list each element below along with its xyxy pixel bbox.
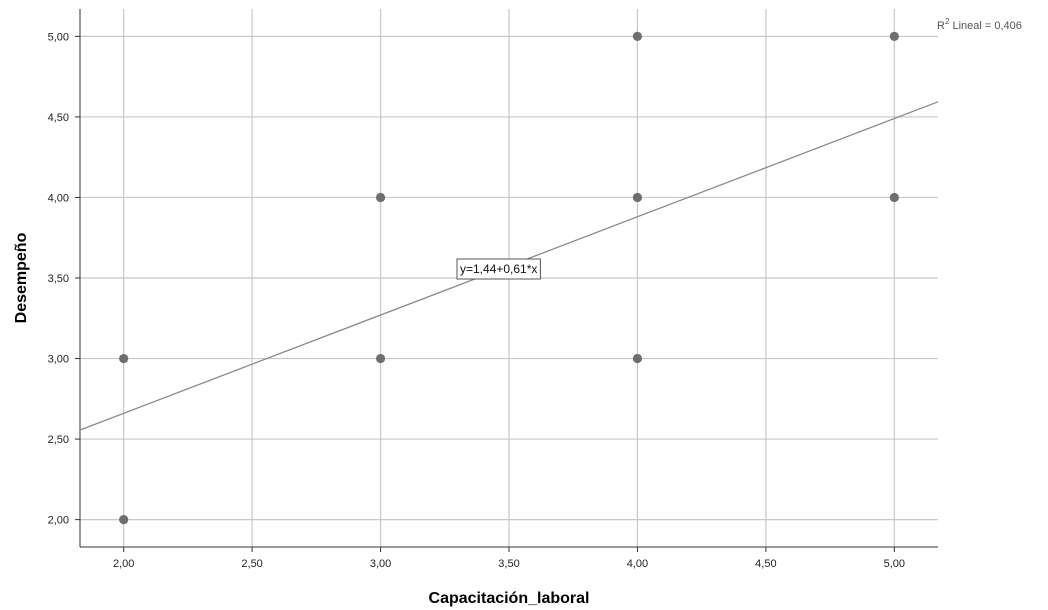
x-tick-label: 2,00: [113, 558, 134, 570]
x-tick-label: 5,00: [884, 558, 905, 570]
data-point: [375, 192, 386, 203]
y-tick-label: 5,00: [48, 31, 69, 43]
x-tick-label: 3,50: [498, 558, 519, 570]
r2-label: R2 Lineal = 0,406: [937, 17, 1022, 32]
grid: [75, 9, 938, 552]
data-point: [632, 192, 643, 203]
data-point: [632, 353, 643, 364]
x-tick-label: 3,00: [370, 558, 391, 570]
data-point: [375, 353, 386, 364]
x-tick-label: 2,50: [241, 558, 262, 570]
data-point: [889, 192, 899, 203]
y-tick-label: 2,00: [48, 515, 69, 527]
x-tick-labels: 2,00 2,50 3,00 3,50 4,00 4,50 5,00: [113, 558, 905, 570]
y-tick-label: 2,50: [48, 434, 69, 446]
data-point: [119, 353, 129, 364]
data-points: [119, 31, 899, 525]
data-point: [119, 515, 129, 525]
y-tick-label: 4,50: [48, 112, 69, 124]
x-tick-label: 4,50: [755, 558, 776, 570]
x-axis-title: Capacitación_laboral: [429, 590, 590, 607]
y-axis-title: Desempeño: [13, 232, 30, 323]
y-tick-labels: 2,00 2,50 3,00 3,50 4,00 4,50 5,00: [48, 31, 69, 526]
data-point: [632, 31, 643, 41]
y-tick-label: 3,50: [48, 273, 69, 285]
axes: [79, 9, 938, 548]
equation-label: y=1,44+0,61*x: [460, 262, 537, 276]
x-tick-label: 4,00: [627, 558, 648, 570]
y-tick-label: 3,00: [48, 354, 69, 366]
y-tick-label: 4,00: [48, 192, 69, 204]
equation-label-box: y=1,44+0,61*x: [456, 258, 541, 280]
data-point: [889, 31, 899, 41]
